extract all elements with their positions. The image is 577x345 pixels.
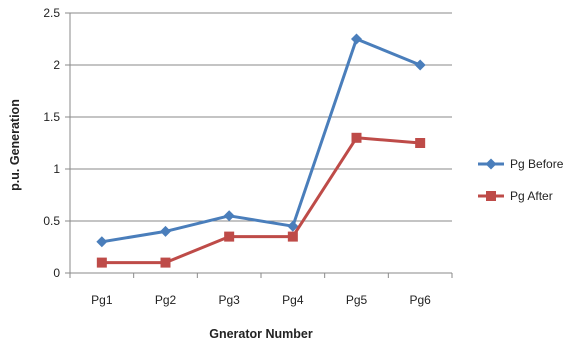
data-point-0-2 bbox=[223, 210, 235, 222]
data-point-0-5 bbox=[414, 59, 426, 71]
legend-label-1: Pg After bbox=[510, 189, 553, 203]
legend: Pg Before Pg After bbox=[478, 157, 564, 203]
gridlines bbox=[65, 12, 453, 278]
x-tick-label: Pg5 bbox=[346, 293, 368, 307]
data-point-1-4 bbox=[351, 132, 362, 143]
legend-marker-0 bbox=[485, 158, 497, 170]
series-group bbox=[96, 33, 426, 268]
data-point-0-4 bbox=[351, 33, 362, 45]
x-tick-label: Pg4 bbox=[282, 293, 304, 307]
y-tick-label: 0.5 bbox=[43, 214, 60, 228]
y-tick-label: 2.5 bbox=[43, 6, 60, 20]
data-point-1-5 bbox=[415, 138, 426, 148]
y-axis-title: p.u. Generation bbox=[8, 99, 22, 191]
x-tick-labels: Pg1 Pg2 Pg3 Pg4 Pg5 Pg6 bbox=[91, 293, 431, 307]
series-line-1 bbox=[101, 136, 421, 265]
series-line-0 bbox=[101, 37, 421, 244]
data-point-0-3 bbox=[287, 220, 299, 232]
legend-label-0: Pg Before bbox=[510, 157, 564, 171]
y-tick-labels: 0 0.5 1 1.5 2 2.5 bbox=[43, 6, 60, 280]
y-tick-label: 1.5 bbox=[43, 110, 60, 124]
data-point-1-1 bbox=[160, 257, 171, 268]
data-point-0-0 bbox=[96, 236, 108, 248]
data-point-1-0 bbox=[96, 257, 107, 268]
x-axis-title: Gnerator Number bbox=[209, 327, 313, 341]
x-tick-label: Pg6 bbox=[409, 293, 431, 307]
y-tick-label: 2 bbox=[53, 58, 60, 72]
x-tick-label: Pg2 bbox=[155, 293, 177, 307]
data-point-1-3 bbox=[287, 231, 298, 242]
x-tick-label: Pg1 bbox=[91, 293, 113, 307]
data-point-1-2 bbox=[224, 231, 235, 242]
y-tick-label: 1 bbox=[53, 162, 60, 176]
legend-marker-1 bbox=[486, 191, 496, 201]
y-tick-label: 0 bbox=[53, 266, 60, 280]
data-point-0-1 bbox=[160, 225, 171, 237]
x-tick-label: Pg3 bbox=[218, 293, 240, 307]
